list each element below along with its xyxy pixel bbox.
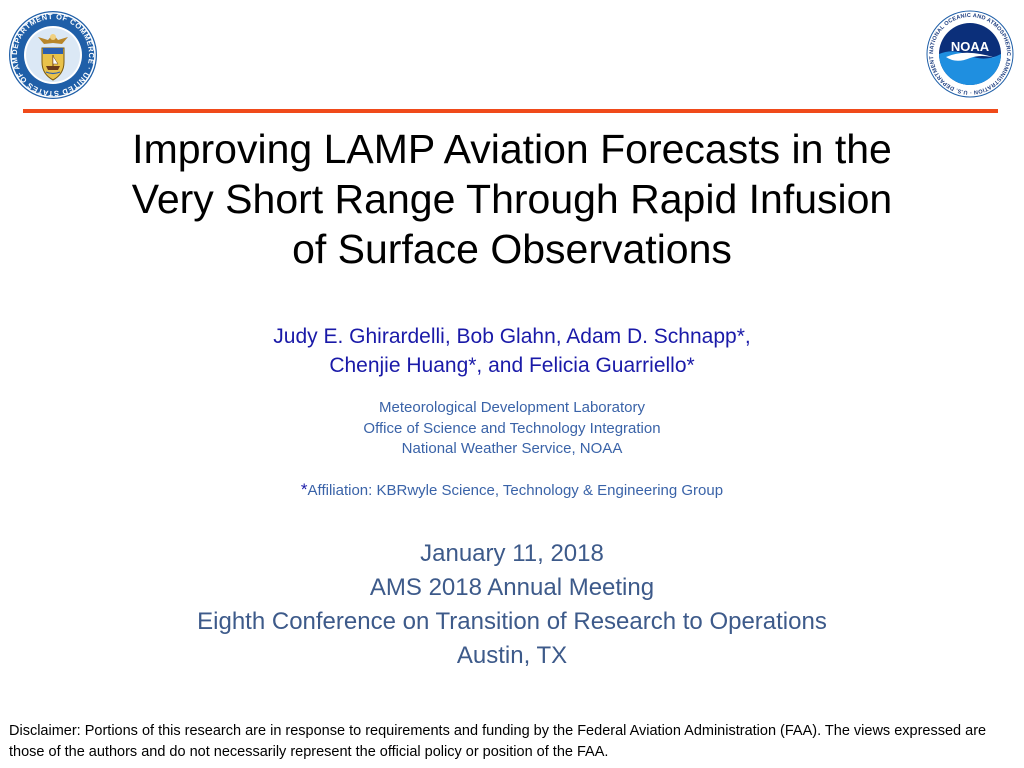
affiliation-block: Meteorological Development Laboratory Of… (60, 398, 964, 460)
affiliation-footnote: *Affiliation: KBRwyle Science, Technolog… (60, 480, 964, 501)
header-divider (23, 109, 998, 113)
footnote-marker: * (300, 480, 308, 499)
event-block: January 11, 2018 AMS 2018 Annual Meeting… (40, 537, 984, 673)
affiliation-line: National Weather Service, NOAA (401, 440, 623, 457)
title-line: Very Short Range Through Rapid Infusion (131, 176, 893, 222)
authors-line: Chenjie Huang*, and Felicia Guarriello* (329, 354, 695, 377)
title-line: of Surface Observations (292, 226, 732, 272)
affiliation-line: Office of Science and Technology Integra… (363, 419, 661, 437)
noaa-logo-text: NOAA (951, 39, 990, 54)
authors-block: Judy E. Ghirardelli, Bob Glahn, Adam D. … (60, 322, 964, 380)
disclaimer-text: Disclaimer: Portions of this research ar… (9, 723, 987, 760)
authors-line: Judy E. Ghirardelli, Bob Glahn, Adam D. … (273, 325, 751, 348)
event-date: January 11, 2018 (420, 540, 604, 567)
page-title: Improving LAMP Aviation Forecasts in the… (40, 124, 984, 274)
title-line: Improving LAMP Aviation Forecasts in the (132, 126, 892, 172)
event-meeting: AMS 2018 Annual Meeting (369, 574, 655, 601)
noaa-logo-icon: NATIONAL OCEANIC AND ATMOSPHERIC ADMINIS… (924, 6, 1014, 98)
event-conference: Eighth Conference on Transition of Resea… (197, 608, 827, 635)
department-of-commerce-seal-icon: DEPARTMENT OF COMMERCE · UNITED STATES O… (5, 3, 98, 100)
event-location: Austin, TX (456, 642, 568, 669)
footnote-text: Affiliation: KBRwyle Science, Technology… (307, 482, 724, 499)
affiliation-line: Meteorological Development Laboratory (379, 399, 645, 416)
